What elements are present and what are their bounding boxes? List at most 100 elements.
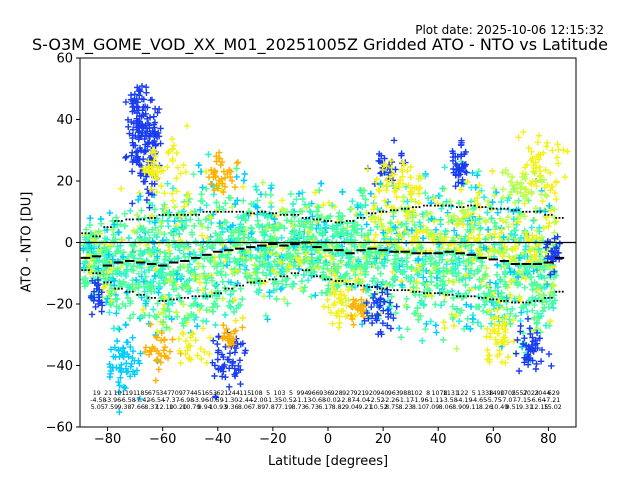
scatter-point [267,185,275,192]
cluster-point [512,350,520,357]
scatter-point [298,278,306,285]
cluster-point [363,309,371,317]
cluster-point [377,170,384,177]
cluster-point [220,368,227,375]
cluster-point [495,330,502,337]
scatter-point [151,288,158,295]
cluster-point [177,359,184,367]
cluster-point [385,310,392,317]
scatter-point [248,200,255,208]
cluster-point [147,321,154,328]
scatter-point [320,202,327,209]
scatter-point [470,205,477,212]
scatter-point [437,235,444,242]
cluster-point [142,344,150,351]
scatter-point [186,288,194,295]
scatter-point [201,270,208,277]
scatter-point [543,298,550,305]
scatter-point [502,283,510,290]
scatter-point [529,307,536,314]
scatter-point [404,198,411,205]
scatter-point [420,288,428,296]
scatter-point [327,252,334,260]
scatter-point [456,233,463,241]
scatter-point [480,194,488,201]
scatter-point [117,242,124,249]
scatter-point [327,213,334,220]
scatter-point [402,302,409,309]
scatter-point [145,266,153,274]
scatter-point [163,324,170,331]
scatter-point [539,307,547,315]
scatter-point [507,278,514,285]
cluster-point [141,178,149,185]
scatter-point [229,270,236,277]
scatter-point [442,292,449,300]
scatter-point [197,206,204,213]
cluster-point [383,177,390,184]
cluster-point [509,317,517,324]
scatter-point [533,282,540,289]
scatter-point [350,268,357,275]
scatter-point [140,224,147,232]
scatter-point [408,227,416,234]
scatter-point [498,226,506,233]
cluster-point [381,161,388,168]
scatter-point [265,260,272,267]
scatter-point [227,238,234,245]
scatter-point [143,242,150,249]
cluster-point [226,350,234,357]
cluster-point [194,352,201,359]
scatter-point [237,301,244,309]
cluster-point [124,350,131,358]
cluster-point [147,130,154,137]
scatter-point [384,225,392,233]
cluster-point [502,328,509,336]
scatter-point [422,189,429,197]
cluster-point [502,313,510,320]
scatter-point [361,265,369,272]
scatter-point [367,252,374,260]
scatter-point [454,262,462,269]
scatter-point [414,245,421,252]
scatter-point [108,297,115,305]
scatter-point [330,256,337,263]
scatter-point [424,285,432,293]
scatter-point [165,256,173,263]
scatter-point [436,259,443,266]
scatter-point [195,217,202,224]
cluster-point [152,132,160,139]
scatter-point [411,310,418,317]
scatter-point [350,226,357,234]
cluster-point [400,161,408,168]
scatter-point [451,227,458,234]
cluster-point [486,352,493,359]
cluster-point [459,160,466,168]
scatter-point [522,229,529,236]
cluster-point [155,366,162,373]
scatter-point [130,262,137,270]
scatter-point [455,200,463,207]
cluster-point [152,141,160,148]
scatter-point [109,256,117,263]
cluster-point [126,130,133,137]
scatter-point [199,184,206,191]
scatter-point [193,240,200,247]
cluster-point [154,109,161,116]
cluster-point [142,132,150,139]
cluster-point [353,277,360,284]
cluster-point [222,374,229,381]
cluster-point [107,346,115,353]
scatter-point [403,240,410,247]
scatter-point [309,213,316,220]
scatter-point [497,263,505,270]
scatter-point [348,240,356,248]
cluster-point [332,288,339,295]
cluster-point [122,384,129,392]
cluster-point [208,166,215,174]
cluster-point [369,312,376,319]
scatter-point [295,217,302,225]
scatter-point [227,291,234,298]
scatter-point [281,224,288,232]
